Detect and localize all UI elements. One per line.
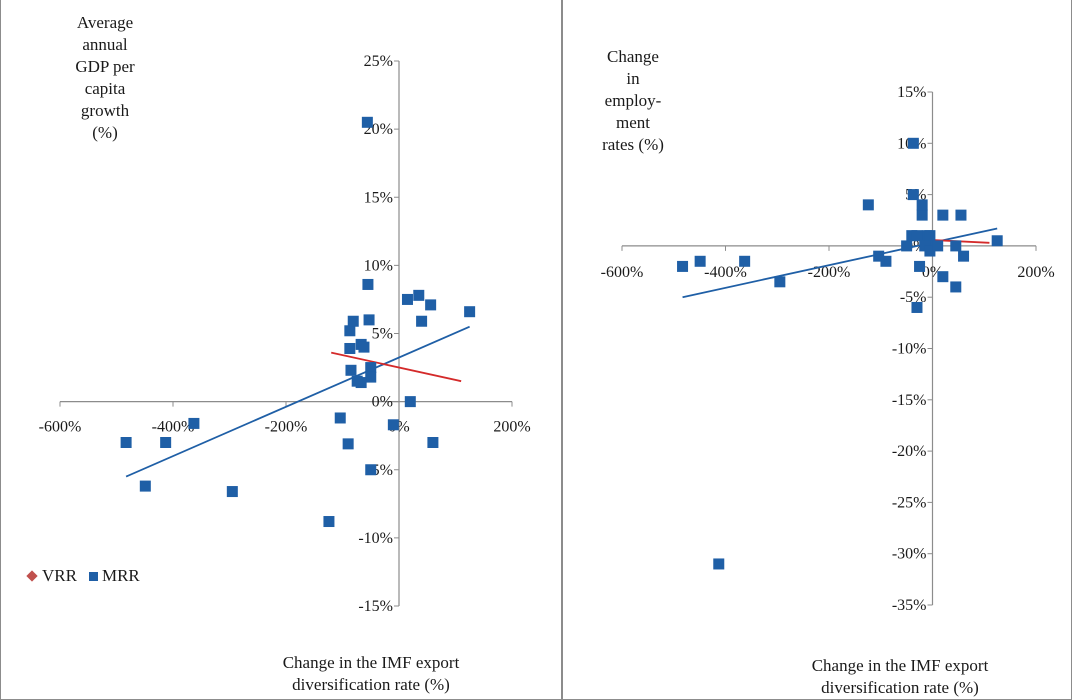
right-x-tick-label: -200% bbox=[808, 264, 851, 281]
right-y-tick-label: 15% bbox=[897, 84, 926, 101]
legend-item-mrr: MRR bbox=[83, 566, 140, 586]
left-chart-ylabel: Average annual GDP per capita growth (%) bbox=[75, 13, 135, 142]
left-y-tick-label: 10% bbox=[364, 257, 393, 274]
left-data-point bbox=[342, 438, 354, 450]
right-data-point bbox=[991, 235, 1003, 247]
left-data-point bbox=[344, 325, 356, 337]
right-data-point bbox=[916, 199, 928, 211]
left-data-point bbox=[323, 516, 335, 528]
left-data-point bbox=[425, 299, 437, 311]
left-data-point bbox=[334, 412, 346, 424]
left-data-point bbox=[413, 289, 425, 301]
left-data-point bbox=[416, 315, 428, 327]
right-data-point bbox=[907, 137, 919, 149]
left-data-point bbox=[351, 375, 363, 387]
right-data-point bbox=[774, 276, 786, 288]
right-data-point bbox=[955, 209, 967, 221]
right-data-point bbox=[911, 301, 923, 313]
right-y-tick-label: -25% bbox=[892, 494, 927, 511]
left-trendline-vrr bbox=[331, 351, 462, 383]
right-data-point bbox=[958, 250, 970, 262]
legend-vrr-label: VRR bbox=[42, 566, 77, 585]
right-data-point bbox=[924, 230, 936, 242]
right-chart-xlabel: Change in the IMF export diversification… bbox=[811, 656, 989, 697]
right-data-point bbox=[914, 260, 926, 272]
legend-item-vrr: VRR bbox=[26, 566, 77, 586]
right-y-tick-label: -35% bbox=[892, 597, 927, 614]
right-data-point bbox=[739, 255, 751, 267]
right-chart-ylabel: Change in employ- ment rates (%) bbox=[602, 47, 664, 154]
left-data-point bbox=[160, 437, 172, 448]
panel-divider bbox=[561, 0, 563, 700]
right-data-point bbox=[924, 245, 936, 257]
left-x-tick-label: 200% bbox=[493, 419, 530, 436]
right-y-tick-label: -20% bbox=[892, 443, 927, 460]
left-data-point bbox=[387, 419, 399, 431]
right-data-point bbox=[937, 271, 949, 283]
left-y-tick-label: 5% bbox=[372, 326, 393, 343]
right-data-point bbox=[873, 250, 885, 262]
left-data-point bbox=[404, 396, 416, 408]
left-data-point bbox=[464, 306, 476, 318]
left-x-tick-label: -600% bbox=[39, 419, 82, 436]
right-data-point bbox=[694, 255, 706, 267]
left-y-tick-label: 15% bbox=[364, 189, 393, 206]
right-data-point bbox=[916, 209, 928, 221]
left-data-point bbox=[188, 417, 200, 429]
right-data-point bbox=[907, 189, 919, 201]
right-x-tick-label: -400% bbox=[704, 264, 747, 281]
right-data-point bbox=[932, 240, 944, 252]
right-y-tick-label: -30% bbox=[892, 546, 927, 563]
right-data-point bbox=[937, 209, 949, 221]
left-data-point bbox=[344, 342, 356, 354]
left-data-point bbox=[427, 437, 439, 448]
right-data-point bbox=[901, 240, 913, 252]
right-y-tick-label: -15% bbox=[892, 392, 927, 409]
left-data-point bbox=[226, 486, 238, 498]
right-data-point bbox=[950, 240, 962, 252]
left-data-point bbox=[401, 293, 413, 305]
left-data-point bbox=[365, 371, 377, 383]
legend: VRR MRR bbox=[26, 566, 140, 586]
left-data-point bbox=[345, 364, 357, 376]
right-y-tick-label: -5% bbox=[900, 289, 927, 306]
right-trendline-mrr bbox=[682, 227, 998, 299]
left-data-point bbox=[139, 480, 151, 492]
left-data-point bbox=[365, 464, 377, 476]
left-data-point bbox=[358, 341, 370, 353]
left-x-tick-label: -200% bbox=[265, 419, 308, 436]
left-data-point bbox=[365, 362, 377, 374]
right-data-point bbox=[950, 281, 962, 293]
left-data-point bbox=[347, 315, 359, 327]
legend-mrr-marker bbox=[88, 571, 98, 581]
legend-mrr-label: MRR bbox=[101, 566, 140, 585]
left-data-point bbox=[363, 314, 375, 326]
right-data-point bbox=[911, 230, 923, 242]
right-data-point bbox=[880, 255, 892, 267]
right-data-point bbox=[713, 558, 725, 570]
left-y-tick-label: 0% bbox=[372, 394, 393, 411]
right-x-tick-label: -600% bbox=[601, 264, 644, 281]
left-x-tick-label: -400% bbox=[152, 419, 195, 436]
right-data-point bbox=[677, 260, 689, 272]
left-y-tick-label: -10% bbox=[358, 530, 393, 547]
left-y-tick-label: 25% bbox=[364, 53, 393, 70]
right-data-point bbox=[862, 199, 874, 211]
left-data-point bbox=[361, 116, 373, 128]
right-y-tick-label: -10% bbox=[892, 341, 927, 358]
left-data-point bbox=[120, 437, 132, 448]
left-chart-xlabel: Change in the IMF export diversification… bbox=[282, 653, 460, 694]
left-trendline-mrr bbox=[125, 325, 470, 478]
left-data-point bbox=[362, 278, 374, 290]
legend-vrr-marker bbox=[26, 570, 38, 582]
right-x-tick-label: 200% bbox=[1017, 264, 1054, 281]
left-y-tick-label: -15% bbox=[358, 598, 393, 615]
